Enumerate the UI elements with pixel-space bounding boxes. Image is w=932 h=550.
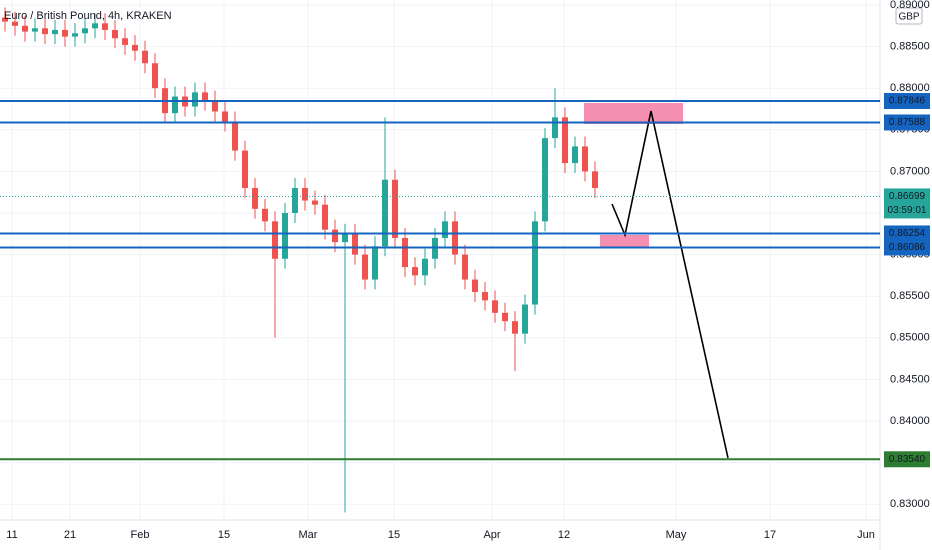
y-tick-label: 0.85500 bbox=[890, 290, 930, 302]
candle-body bbox=[352, 233, 358, 255]
candle-body bbox=[72, 33, 78, 37]
level-price-tag bbox=[884, 451, 930, 468]
chart-title: Euro / British Pound, 4h, KRAKEN bbox=[4, 10, 172, 22]
x-tick-label: 21 bbox=[64, 529, 76, 541]
candle-body bbox=[2, 17, 8, 22]
candle-body bbox=[342, 233, 348, 243]
countdown-label: 03:59:01 bbox=[888, 205, 927, 216]
candle-body bbox=[42, 28, 48, 35]
candle-body bbox=[572, 146, 578, 164]
candle-body bbox=[542, 138, 548, 222]
candle-body bbox=[362, 254, 368, 280]
x-tick-label: Feb bbox=[131, 529, 150, 541]
currency-badge[interactable] bbox=[895, 7, 923, 25]
candle-body bbox=[272, 221, 278, 259]
x-tick-label: 17 bbox=[764, 529, 776, 541]
candle-body bbox=[82, 28, 88, 34]
x-tick-label: Apr bbox=[483, 529, 500, 541]
level-price-label: 0.87846 bbox=[889, 96, 926, 107]
x-tick-label: 11 bbox=[6, 529, 17, 541]
candle-body bbox=[592, 171, 598, 189]
x-tick-label: Mar bbox=[299, 529, 318, 541]
candle-body bbox=[202, 92, 208, 101]
candle-body bbox=[92, 23, 98, 29]
x-tick-label: Jun bbox=[857, 529, 875, 541]
level-price-label: 0.86254 bbox=[889, 228, 926, 239]
last-price-label: 0.86699 bbox=[889, 191, 926, 202]
candle-body bbox=[142, 50, 148, 64]
projection-path bbox=[611, 110, 729, 459]
zone-box bbox=[600, 235, 649, 247]
candle-body bbox=[442, 221, 448, 238]
candle-body bbox=[282, 212, 288, 259]
candle-body bbox=[132, 44, 138, 51]
candle-body bbox=[502, 312, 508, 322]
level-price-tag bbox=[884, 114, 930, 131]
candle-body bbox=[482, 292, 488, 301]
candle-body bbox=[322, 204, 328, 230]
candle-body bbox=[312, 200, 318, 205]
x-tick-label: 15 bbox=[218, 529, 230, 541]
candle-body bbox=[382, 179, 388, 247]
candle-body bbox=[52, 29, 58, 35]
candle-body bbox=[522, 304, 528, 334]
candle-body bbox=[192, 92, 198, 107]
candle-body bbox=[232, 121, 238, 151]
level-price-tag bbox=[884, 93, 930, 110]
x-tick-label: May bbox=[666, 529, 687, 541]
candle-body bbox=[222, 111, 228, 122]
candle-body bbox=[62, 29, 68, 37]
candle-body bbox=[562, 117, 568, 164]
x-tick-label: 15 bbox=[388, 529, 400, 541]
y-tick-label: 0.83000 bbox=[890, 498, 930, 510]
x-tick-label: 12 bbox=[558, 529, 570, 541]
candle-body bbox=[122, 38, 128, 45]
candle-body bbox=[532, 221, 538, 305]
candle-body bbox=[392, 179, 398, 238]
y-tick-label: 0.88000 bbox=[890, 82, 930, 94]
candle-body bbox=[552, 117, 558, 139]
candle-body bbox=[112, 29, 118, 39]
candle-body bbox=[492, 300, 498, 313]
level-price-label: 0.87588 bbox=[889, 117, 926, 128]
candle-body bbox=[512, 321, 518, 334]
currency-label: GBP bbox=[898, 12, 919, 23]
candle-body bbox=[402, 237, 408, 268]
y-tick-label: 0.87000 bbox=[890, 165, 930, 177]
candle-body bbox=[262, 208, 268, 222]
plot-area bbox=[0, 0, 880, 520]
candle-body bbox=[22, 25, 28, 32]
y-tick-label: 0.85000 bbox=[890, 332, 930, 344]
level-price-label: 0.83540 bbox=[889, 454, 926, 465]
candle-body bbox=[242, 150, 248, 189]
candle-body bbox=[252, 188, 258, 209]
candle-body bbox=[372, 246, 378, 280]
candle-body bbox=[462, 254, 468, 280]
candle-body bbox=[452, 221, 458, 255]
candle-body bbox=[152, 63, 158, 89]
candle-body bbox=[582, 146, 588, 172]
candle-body bbox=[422, 258, 428, 276]
candle-body bbox=[212, 100, 218, 112]
candle-body bbox=[292, 188, 298, 213]
y-tick-label: 0.88500 bbox=[890, 40, 930, 52]
candle-body bbox=[172, 96, 178, 114]
candle-body bbox=[332, 229, 338, 243]
level-price-tag bbox=[884, 239, 930, 256]
y-tick-label: 0.84000 bbox=[890, 415, 930, 427]
level-price-label: 0.86086 bbox=[889, 242, 926, 253]
last-price-tag bbox=[884, 188, 930, 219]
candle-body bbox=[102, 23, 108, 30]
candle-body bbox=[472, 279, 478, 293]
level-price-tag bbox=[884, 225, 930, 242]
candle-body bbox=[32, 28, 38, 32]
candle-body bbox=[302, 188, 308, 201]
y-tick-label: 0.84500 bbox=[890, 373, 930, 385]
y-tick-label: 0.89000 bbox=[890, 0, 930, 11]
zone-box bbox=[584, 103, 683, 124]
candle-body bbox=[412, 267, 418, 276]
candle-body bbox=[12, 21, 18, 26]
